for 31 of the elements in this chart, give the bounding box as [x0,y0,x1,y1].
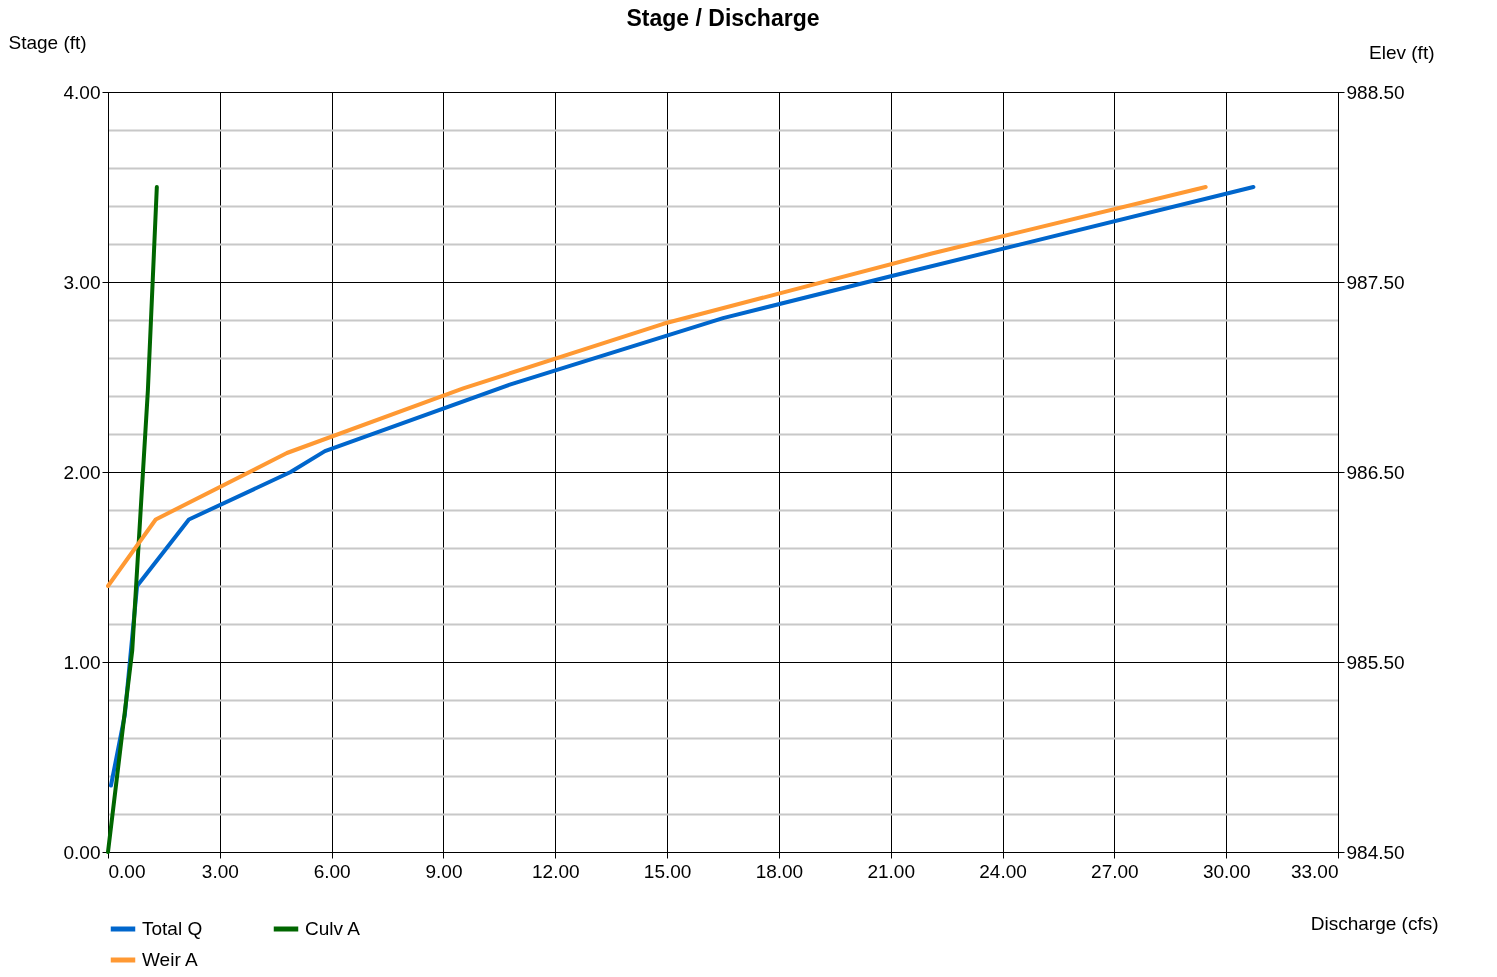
y2-tick-label: 986.50 [1346,461,1405,483]
x-tick-label: 18.00 [755,860,804,882]
x-tick-label: 27.00 [1091,860,1139,882]
legend-label: Total Q [142,918,203,939]
legend-label: Weir A [142,949,198,970]
x-tick-label: 12.00 [532,860,580,882]
x-tick-label: 33.00 [1290,860,1339,882]
y2-tick-label: 985.50 [1346,651,1405,673]
y-tick-label: 4.00 [63,81,101,103]
x-tick-label: 24.00 [979,860,1027,882]
y-tick-label: 0.00 [63,841,101,863]
chart-title: Stage / Discharge [626,5,820,31]
x-tick-label: 30.00 [1202,860,1251,882]
y2-axis-title: Elev (ft) [1369,41,1435,63]
y-axis-title: Stage (ft) [8,31,87,53]
y-tick-label: 2.00 [63,461,101,483]
x-tick-label: 21.00 [867,860,915,882]
x-tick-label: 6.00 [313,860,351,882]
x-tick-label: 0.00 [108,860,146,882]
y2-tick-label: 987.50 [1346,271,1405,293]
line-series [106,185,1208,588]
y2-tick-label: 988.50 [1346,81,1405,103]
y-tick-label: 1.00 [63,651,101,673]
legend-label: Culv A [305,918,361,939]
line-series [106,185,159,854]
x-tick-label: 3.00 [201,860,239,882]
y-tick-label: 3.00 [63,271,101,293]
x-tick-label: 15.00 [643,860,692,882]
y2-tick-label: 984.50 [1346,841,1405,863]
x-axis-title: Discharge (cfs) [1310,912,1439,934]
x-tick-label: 9.00 [425,860,463,882]
